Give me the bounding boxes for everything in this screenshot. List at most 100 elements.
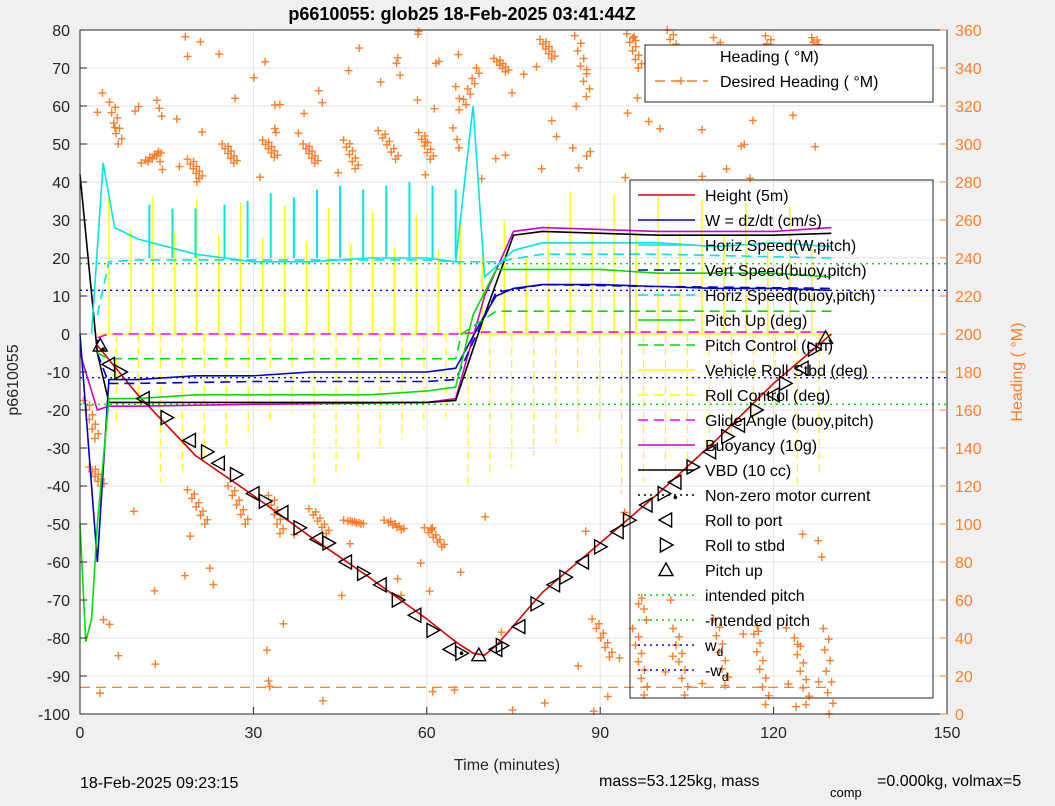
motor-current-dot <box>673 495 678 500</box>
heading-marker <box>455 94 464 103</box>
heading-marker <box>131 107 140 116</box>
marker-tri-right <box>593 538 609 555</box>
y2-tick-label: 280 <box>955 175 982 192</box>
marker-tri-left <box>765 386 780 403</box>
heading-marker <box>339 136 348 145</box>
heading-marker <box>223 482 232 490</box>
y2-tick-label: 340 <box>955 61 982 78</box>
main-legend: Height (5m) W = dz/dt (cm/s) Horiz Speed(W… <box>629 179 934 699</box>
heading-marker <box>588 615 597 623</box>
marker-tri-right <box>200 443 216 460</box>
heading-marker <box>532 62 541 71</box>
heading-marker <box>544 49 553 58</box>
marker-tri-right <box>721 428 736 445</box>
marker-tri-left <box>574 553 590 571</box>
heading-marker <box>793 640 802 649</box>
heading-marker <box>712 631 721 640</box>
heading-marker <box>343 517 352 526</box>
heading-marker <box>427 524 436 533</box>
heading-marker <box>265 682 274 691</box>
heading-marker <box>754 627 763 636</box>
heading-marker <box>239 505 248 514</box>
heading-marker <box>388 520 397 529</box>
heading-marker <box>637 594 646 603</box>
heading-marker <box>114 651 123 660</box>
heading-marker <box>782 623 791 632</box>
marker-tri-right <box>807 341 823 358</box>
heading-marker <box>318 696 327 705</box>
heading-marker <box>724 673 733 682</box>
heading-marker <box>491 154 500 163</box>
y-tick-label: 0 <box>61 327 70 344</box>
heading-marker <box>345 150 354 159</box>
heading-marker <box>477 174 486 183</box>
marker-tri-left <box>273 504 289 521</box>
heading-marker <box>669 624 678 633</box>
y-tick-label: 50 <box>52 137 70 154</box>
heading-marker <box>620 508 629 517</box>
heading-marker <box>145 153 154 162</box>
y-tick-label: 60 <box>52 99 70 116</box>
heading-marker <box>345 539 354 548</box>
legend-label-pitch-up-15: Pitch up <box>705 563 763 580</box>
heading-marker <box>433 538 442 547</box>
legend-swatch <box>657 511 673 529</box>
heading-marker <box>91 472 100 481</box>
footer-mass-subscript: comp <box>830 785 862 800</box>
heading-marker <box>236 510 245 519</box>
heading-marker <box>262 646 271 655</box>
heading-marker <box>150 150 159 159</box>
chart-title: p6610055: glob25 18-Feb-2025 03:41:44Z <box>288 4 635 24</box>
heading-marker <box>633 93 642 102</box>
y-tick-label: 70 <box>52 61 70 78</box>
heading-marker <box>194 498 203 507</box>
heading-marker <box>470 79 479 88</box>
heading-marker <box>94 429 103 438</box>
heading-marker <box>151 660 160 669</box>
heading-marker <box>226 154 235 163</box>
heading-marker <box>187 494 196 503</box>
heading-marker <box>456 568 465 577</box>
legend-label-horiz-speed-w-pitch-2: Horiz Speed(W,pitch) <box>705 238 856 255</box>
heading-marker <box>472 64 481 72</box>
heading-legend-label-1: Desired Heading ( °M) <box>720 74 878 91</box>
heading-marker <box>748 116 757 125</box>
y-tick-label: 40 <box>52 175 70 192</box>
heading-marker <box>96 689 105 698</box>
heading-marker <box>603 692 612 701</box>
heading-marker <box>576 39 585 48</box>
heading-marker <box>596 634 605 642</box>
heading-marker <box>416 559 425 568</box>
marker-tri-right <box>229 466 245 483</box>
heading-marker <box>799 658 808 667</box>
heading-marker <box>668 652 677 661</box>
legend-label-pitch-up-deg-5: Pitch Up (deg) <box>705 313 807 330</box>
y-tick-label: -20 <box>47 403 70 420</box>
heading-marker <box>181 32 190 41</box>
marker-tri-left <box>666 474 682 491</box>
heading-marker <box>413 30 422 39</box>
heading-marker <box>428 523 437 532</box>
x-tick-label: 60 <box>418 725 436 742</box>
heading-marker <box>392 59 401 68</box>
heading-marker <box>221 144 230 153</box>
marker-tri-left <box>406 607 422 624</box>
heading-marker <box>91 420 100 429</box>
heading-marker <box>674 657 683 666</box>
legend-label-vert-speed-buoy-pitch-3: Vert Speed(buoy,pitch) <box>705 263 867 280</box>
heading-marker <box>235 496 244 505</box>
heading-marker <box>644 117 653 126</box>
heading-marker <box>334 168 343 177</box>
heading-marker <box>393 53 402 62</box>
heading-marker <box>304 504 313 513</box>
heading-marker <box>192 169 201 178</box>
legend-label-pitch-control-cm-6: Pitch Control (cm) <box>705 338 833 355</box>
heading-marker <box>820 645 829 654</box>
legend-label-non-zero-motor-current-12: Non-zero motor current <box>705 488 871 505</box>
heading-marker <box>110 123 119 132</box>
heading-marker <box>356 520 365 528</box>
heading-marker <box>183 52 192 61</box>
heading-marker <box>828 699 837 708</box>
footer-volmax: =0.000kg, volmax=5 <box>877 773 1021 790</box>
marker-tri-left <box>637 496 653 514</box>
